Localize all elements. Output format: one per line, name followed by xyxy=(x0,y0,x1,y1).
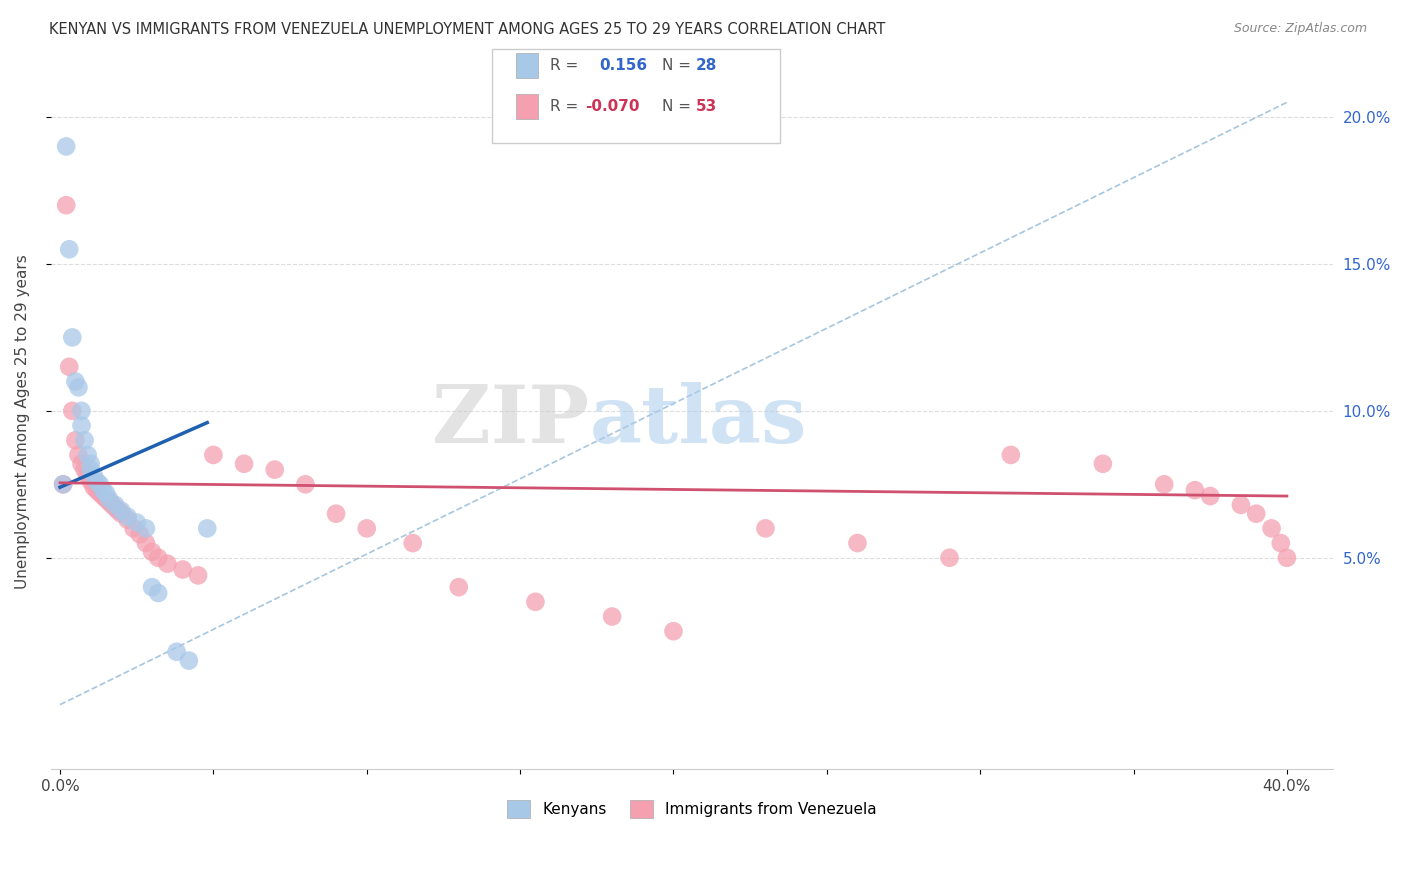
Point xyxy=(80,475,103,489)
Point xyxy=(1000,448,1022,462)
Point xyxy=(524,595,547,609)
Text: N =: N = xyxy=(662,99,696,113)
Point xyxy=(83,468,105,483)
Point xyxy=(76,468,98,483)
Point xyxy=(60,330,83,344)
Point xyxy=(70,418,93,433)
Point xyxy=(80,457,103,471)
Point xyxy=(117,512,139,526)
Point xyxy=(662,624,685,639)
Point xyxy=(148,550,170,565)
Point xyxy=(195,521,218,535)
Point xyxy=(107,504,129,518)
Point xyxy=(135,536,157,550)
Text: R =: R = xyxy=(550,58,592,72)
Point xyxy=(76,448,98,462)
Point xyxy=(202,448,225,462)
Point xyxy=(89,477,111,491)
Point xyxy=(233,457,256,471)
Point xyxy=(55,139,77,153)
Y-axis label: Unemployment Among Ages 25 to 29 years: Unemployment Among Ages 25 to 29 years xyxy=(15,253,30,589)
Point xyxy=(846,536,869,550)
Point xyxy=(65,434,87,448)
Point xyxy=(94,486,117,500)
Point xyxy=(1091,457,1114,471)
Point xyxy=(600,609,623,624)
Point xyxy=(70,404,93,418)
Point xyxy=(67,448,90,462)
Text: 28: 28 xyxy=(696,58,717,72)
Point xyxy=(1199,489,1222,503)
Point xyxy=(1153,477,1175,491)
Point xyxy=(263,462,285,476)
Point xyxy=(65,375,87,389)
Point xyxy=(294,477,316,491)
Point xyxy=(1244,507,1267,521)
Point xyxy=(89,486,111,500)
Text: KENYAN VS IMMIGRANTS FROM VENEZUELA UNEMPLOYMENT AMONG AGES 25 TO 29 YEARS CORRE: KENYAN VS IMMIGRANTS FROM VENEZUELA UNEM… xyxy=(49,22,886,37)
Text: Source: ZipAtlas.com: Source: ZipAtlas.com xyxy=(1233,22,1367,36)
Point xyxy=(70,457,93,471)
Point xyxy=(67,380,90,394)
Point xyxy=(80,462,103,476)
Point xyxy=(98,495,121,509)
Point xyxy=(148,586,170,600)
Text: N =: N = xyxy=(662,58,696,72)
Point xyxy=(91,489,114,503)
Point xyxy=(1184,483,1206,498)
Point xyxy=(356,521,378,535)
Point xyxy=(1260,521,1282,535)
Point xyxy=(52,477,75,491)
Point xyxy=(128,527,150,541)
Point xyxy=(172,562,194,576)
Point xyxy=(73,462,96,476)
Point xyxy=(938,550,960,565)
Point xyxy=(1270,536,1292,550)
Point xyxy=(86,483,108,498)
Text: 0.156: 0.156 xyxy=(599,58,647,72)
Point xyxy=(98,491,121,506)
Legend: Kenyans, Immigrants from Venezuela: Kenyans, Immigrants from Venezuela xyxy=(501,794,883,824)
Point xyxy=(55,198,77,212)
Text: ZIP: ZIP xyxy=(432,382,589,460)
Text: atlas: atlas xyxy=(589,382,807,460)
Point xyxy=(122,521,145,535)
Point xyxy=(141,545,163,559)
Point xyxy=(58,242,80,256)
Text: -0.070: -0.070 xyxy=(585,99,640,113)
Point xyxy=(447,580,470,594)
Point xyxy=(187,568,209,582)
Point xyxy=(52,477,75,491)
Text: 53: 53 xyxy=(696,99,717,113)
Point xyxy=(177,654,200,668)
Point xyxy=(86,475,108,489)
Point xyxy=(91,483,114,498)
Point xyxy=(110,504,132,518)
Point xyxy=(110,507,132,521)
Point xyxy=(754,521,776,535)
Point xyxy=(60,404,83,418)
Point xyxy=(73,434,96,448)
Text: R =: R = xyxy=(550,99,583,113)
Point xyxy=(104,500,127,515)
Point xyxy=(1230,498,1253,512)
Point xyxy=(94,491,117,506)
Point xyxy=(125,516,148,530)
Point xyxy=(135,521,157,535)
Point xyxy=(104,498,127,512)
Point xyxy=(325,507,347,521)
Point xyxy=(1275,550,1298,565)
Point xyxy=(83,480,105,494)
Point xyxy=(117,509,139,524)
Point xyxy=(166,645,188,659)
Point xyxy=(101,498,124,512)
Point xyxy=(156,557,179,571)
Point xyxy=(141,580,163,594)
Point xyxy=(402,536,425,550)
Point xyxy=(58,359,80,374)
